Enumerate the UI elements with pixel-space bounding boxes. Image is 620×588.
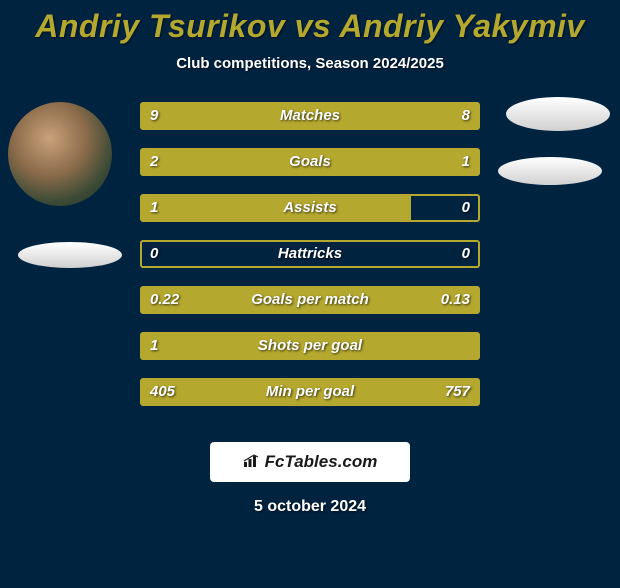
bar-label: Goals per match <box>142 288 478 312</box>
bar-row: 00Hattricks <box>140 240 480 268</box>
bar-label: Shots per goal <box>142 334 478 358</box>
bar-label: Assists <box>142 196 478 220</box>
bar-row: 405757Min per goal <box>140 378 480 406</box>
logo-text: FcTables.com <box>265 452 378 472</box>
player-left-flag-icon <box>18 242 122 268</box>
comparison-chart: 98Matches 21Goals 10Assists 00Hattricks 0.22… <box>0 102 620 422</box>
chart-icon <box>243 454 261 471</box>
page-subtitle: Club competitions, Season 2024/2025 <box>0 55 620 72</box>
page-title: Andriy Tsurikov vs Andriy Yakymiv <box>0 8 620 45</box>
bar-row: 0.220.13Goals per match <box>140 286 480 314</box>
bar-row: 98Matches <box>140 102 480 130</box>
player-right-flag-icon <box>498 157 602 185</box>
bars-container: 98Matches 21Goals 10Assists 00Hattricks 0.22… <box>140 102 480 424</box>
bar-row: 21Goals <box>140 148 480 176</box>
bar-row: 1Shots per goal <box>140 332 480 360</box>
bar-label: Goals <box>142 150 478 174</box>
chart-date: 5 october 2024 <box>0 498 620 516</box>
player-left-avatar <box>8 102 112 206</box>
bar-label: Matches <box>142 104 478 128</box>
site-logo[interactable]: FcTables.com <box>210 442 410 482</box>
bar-row: 10Assists <box>140 194 480 222</box>
bar-label: Min per goal <box>142 380 478 404</box>
player-right-avatar <box>506 97 610 131</box>
bar-label: Hattricks <box>142 242 478 266</box>
